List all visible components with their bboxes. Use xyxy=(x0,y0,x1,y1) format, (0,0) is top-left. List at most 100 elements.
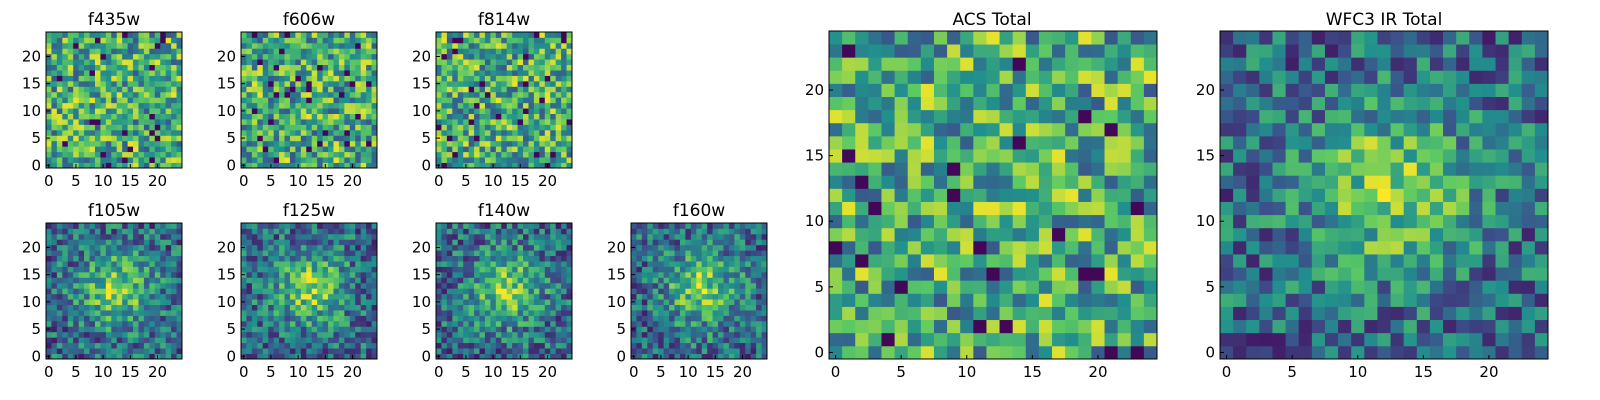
heatmap-cell xyxy=(344,233,351,240)
heatmap-cell xyxy=(322,113,329,120)
heatmap-cell xyxy=(333,239,340,246)
heatmap-cell xyxy=(133,80,139,87)
heatmap-cell xyxy=(322,288,329,295)
heatmap-cell xyxy=(679,331,686,338)
heatmap-cell xyxy=(279,299,285,305)
heatmap-cell xyxy=(986,162,1000,176)
heatmap-cell xyxy=(51,162,58,169)
heatmap-cell xyxy=(960,345,974,360)
heatmap-cell xyxy=(94,108,101,114)
heatmap-cell xyxy=(154,239,161,246)
heatmap-cell xyxy=(116,32,123,38)
heatmap-cell xyxy=(371,75,378,82)
heatmap-cell xyxy=(712,293,719,300)
heatmap-cell xyxy=(160,146,167,153)
heatmap-cell xyxy=(300,261,307,267)
heatmap-cell xyxy=(133,310,139,316)
heatmap-cell xyxy=(1117,214,1132,229)
heatmap-cell xyxy=(555,157,562,163)
heatmap-cell xyxy=(701,228,708,235)
heatmap-cell xyxy=(360,293,367,300)
heatmap-cell xyxy=(707,244,713,251)
heatmap-cell xyxy=(138,124,145,131)
heatmap-cell xyxy=(322,53,329,60)
heatmap-cell xyxy=(463,288,470,295)
heatmap-cell xyxy=(94,97,101,104)
heatmap-cell xyxy=(474,342,480,349)
heatmap-cell xyxy=(446,32,453,38)
heatmap-cell xyxy=(436,151,442,158)
heatmap-cell xyxy=(246,310,253,316)
heatmap-cell xyxy=(355,266,362,273)
heatmap-cell xyxy=(652,304,659,311)
heatmap-cell xyxy=(289,86,296,93)
heatmap-cell xyxy=(311,157,318,163)
heatmap-cell xyxy=(457,102,464,109)
heatmap-cell xyxy=(1078,332,1092,347)
heatmap-cell xyxy=(78,70,85,76)
heatmap-cell xyxy=(62,239,69,246)
heatmap-cell xyxy=(920,227,935,242)
heatmap-cell xyxy=(479,53,486,60)
heatmap-cell xyxy=(138,250,145,257)
heatmap-cell xyxy=(539,97,546,104)
heatmap-cell xyxy=(457,228,464,235)
heatmap-cell xyxy=(284,113,291,120)
heatmap-cell xyxy=(317,157,323,163)
heatmap-cell xyxy=(171,337,177,344)
heatmap-cell xyxy=(523,162,529,169)
heatmap-cell xyxy=(881,240,895,255)
heatmap-cell xyxy=(463,102,470,109)
heatmap-cell xyxy=(56,223,63,229)
heatmap-cell xyxy=(457,135,464,142)
heatmap-cell xyxy=(690,342,697,349)
heatmap-cell xyxy=(517,113,524,120)
heatmap-cell xyxy=(685,244,692,251)
heatmap-cell xyxy=(441,140,448,147)
heatmap-cell xyxy=(636,310,643,316)
heatmap-cell xyxy=(127,102,134,109)
heatmap-cell xyxy=(355,310,362,316)
heatmap-cell xyxy=(284,288,291,295)
heatmap-cell xyxy=(506,239,513,246)
heatmap-cell xyxy=(94,124,101,131)
heatmap-cell xyxy=(317,108,323,114)
heatmap-cell xyxy=(1038,306,1053,321)
heatmap-cell xyxy=(349,250,356,257)
heatmap-cell xyxy=(371,162,378,169)
heatmap-cell xyxy=(176,80,183,87)
heatmap-cell xyxy=(62,108,69,114)
heatmap-cell xyxy=(561,233,567,240)
heatmap-cell xyxy=(441,233,448,240)
heatmap-cell xyxy=(349,261,356,267)
panel-title-f160w: f160w xyxy=(673,201,725,221)
heatmap-cell xyxy=(67,32,74,38)
heatmap-cell xyxy=(658,320,665,327)
heatmap-cell xyxy=(46,233,52,240)
heatmap-cell xyxy=(479,129,486,136)
heatmap-cell xyxy=(441,326,448,333)
heatmap-cell xyxy=(78,53,85,60)
heatmap-cell xyxy=(669,320,675,327)
heatmap-cell xyxy=(745,353,752,360)
heatmap-cell xyxy=(452,239,459,246)
heatmap-cell xyxy=(51,157,58,163)
heatmap-cell xyxy=(56,135,63,142)
heatmap-cell xyxy=(490,140,497,147)
heatmap-cell xyxy=(1104,162,1119,176)
heatmap-cell xyxy=(317,271,323,278)
heatmap-cell xyxy=(154,91,161,98)
heatmap-cell xyxy=(371,282,378,289)
heatmap-cell xyxy=(116,86,123,93)
heatmap-cell xyxy=(257,326,264,333)
heatmap-cell xyxy=(328,293,334,300)
heatmap-cell xyxy=(441,37,448,44)
heatmap-cell xyxy=(663,250,670,257)
heatmap-cell xyxy=(679,244,686,251)
heatmap-cell xyxy=(111,348,118,354)
heatmap-cell xyxy=(479,119,486,125)
heatmap-cell xyxy=(658,233,665,240)
heatmap-cell xyxy=(360,59,367,66)
heatmap-cell xyxy=(127,304,134,311)
